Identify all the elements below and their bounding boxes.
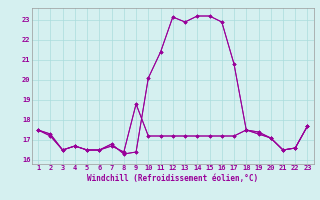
- X-axis label: Windchill (Refroidissement éolien,°C): Windchill (Refroidissement éolien,°C): [87, 174, 258, 183]
